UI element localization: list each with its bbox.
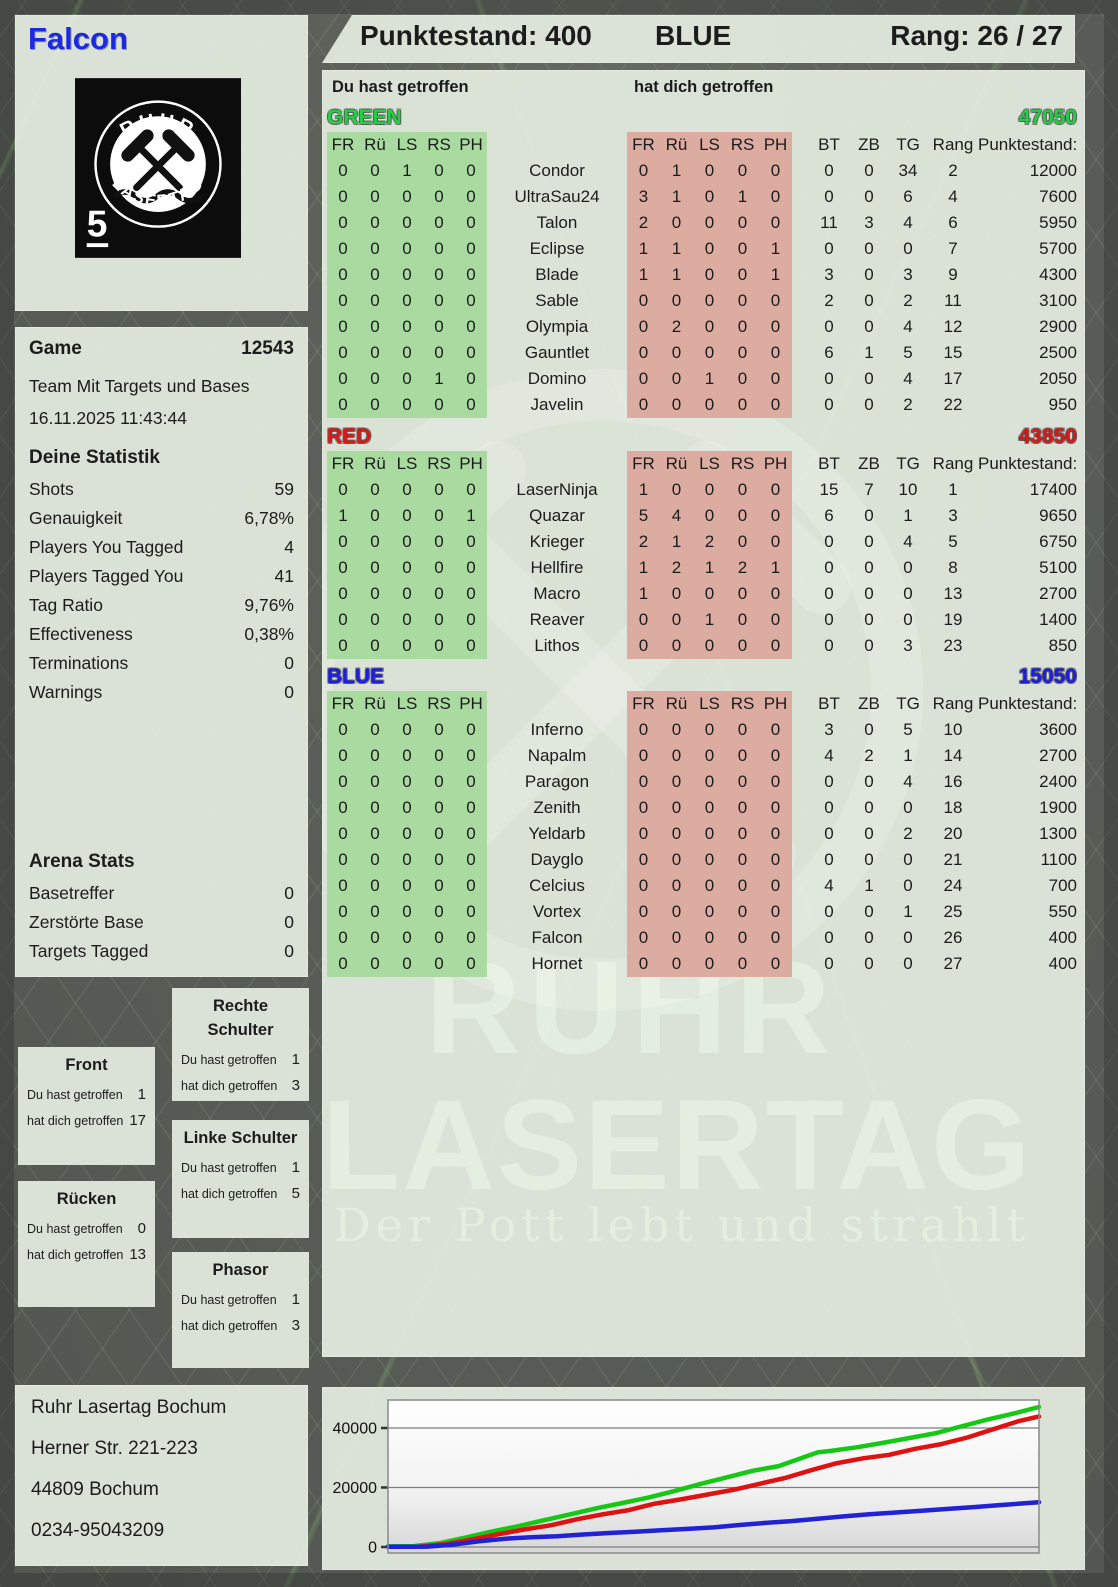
table-header-row: FR Rü LS RS PH FR Rü LS RS PH BT ZB TG Rang Punktestan… <box>327 451 1085 477</box>
address-line: 0234-95043209 <box>31 1520 165 1541</box>
player-row: 0 0 0 0 0 Zenith 0 0 0 0 0 0 0 0 18 1900 <box>327 795 1085 821</box>
address-line: Herner Str. 221-223 <box>31 1438 198 1459</box>
stat-row: Terminations 0 <box>29 653 294 673</box>
player-row: 0 0 0 0 0 Dayglo 0 0 0 0 0 0 0 0 21 1100 <box>327 847 1085 873</box>
player-row: 0 0 0 0 0 Yeldarb 0 0 0 0 0 0 0 2 20 1300 <box>327 821 1085 847</box>
results-panel: RUHR LASERTAG Der Pott lebt und strahlt … <box>322 70 1085 1357</box>
player-row: 0 0 0 0 0 LaserNinja 1 0 0 0 0 15 7 10 1 17400 <box>327 477 1085 503</box>
watermark-text: LASERTAG <box>322 1074 1033 1217</box>
crossed-hammers-icon <box>133 143 183 191</box>
stat-row: Players Tagged You 41 <box>29 566 294 586</box>
player-name: Falcon <box>28 21 128 56</box>
chart-line-green <box>385 1404 1042 1549</box>
address-panel: Ruhr Lasertag Bochum Herner Str. 221-223… <box>15 1385 308 1566</box>
stat-row: Shots 59 <box>29 479 294 499</box>
team-section-red: RED 43850 FR Rü LS RS PH FR Rü LS RS PH BT ZB TG Rang Pu… <box>322 423 1085 659</box>
stat-row: Players You Tagged 4 <box>29 537 294 557</box>
player-row: 0 0 0 0 0 Lithos 0 0 0 0 0 0 0 3 23 850 <box>327 633 1085 659</box>
ruhr-lasertag-logo: RUHR LASERTAG 5 <box>75 78 241 258</box>
header-team: BLUE <box>655 20 732 51</box>
svg-text:40000: 40000 <box>333 1421 378 1438</box>
hitbox-back: Rücken Du hast getroffen 0 hat dich getro… <box>18 1181 155 1307</box>
player-row: 0 0 1 0 0 Condor 0 1 0 0 0 0 0 34 2 12000 <box>327 158 1085 184</box>
chart-line-blue <box>385 1499 1042 1549</box>
player-row: 0 0 0 0 0 Sable 0 0 0 0 0 2 0 2 11 3100 <box>327 288 1085 314</box>
team-section-green: GREEN 47050 FR Rü LS RS PH FR Rü LS RS PH BT ZB TG Rang… <box>322 104 1085 418</box>
score-chart: 0 20000 40000 <box>322 1387 1085 1570</box>
arena-row: Basetreffer 0 <box>29 883 294 903</box>
player-row: 0 0 0 0 0 Eclipse 1 1 0 0 1 0 0 0 7 5700 <box>327 236 1085 262</box>
stat-row: Tag Ratio 9,76% <box>29 595 294 615</box>
player-row: 0 0 0 0 0 Blade 1 1 0 0 1 3 0 3 9 4300 <box>327 262 1085 288</box>
player-panel: Falcon RUHR LASERTAG 5 <box>15 15 308 311</box>
hitbox-left-shoulder: Linke Schulter Du hast getroffen 1 hat di… <box>172 1120 309 1238</box>
game-mode: Team Mit Targets und Bases <box>29 376 250 396</box>
team-section-blue: BLUE 15050 FR Rü LS RS PH FR Rü LS RS PH BT ZB TG Rang P… <box>322 663 1085 977</box>
player-row: 0 0 0 0 0 Olympia 0 2 0 0 0 0 0 4 12 2900 <box>327 314 1085 340</box>
header-score: Punktestand: 400 <box>360 20 592 51</box>
arena-row: Targets Tagged 0 <box>29 941 294 961</box>
svg-text:0: 0 <box>368 1540 377 1557</box>
address-line: Ruhr Lasertag Bochum <box>31 1397 227 1418</box>
player-row: 0 0 0 0 0 Macro 1 0 0 0 0 0 0 0 13 2700 <box>327 581 1085 607</box>
hitbox-front: Front Du hast getroffen 1 hat dich getrof… <box>18 1047 155 1165</box>
svg-text:20000: 20000 <box>333 1480 378 1497</box>
table-header-row: FR Rü LS RS PH FR Rü LS RS PH BT ZB TG Rang Punktestan… <box>327 691 1085 717</box>
player-row: 0 0 0 0 0 Talon 2 0 0 0 0 11 3 4 6 5950 <box>327 210 1085 236</box>
stat-row: Warnings 0 <box>29 682 294 702</box>
game-datetime: 16.11.2025 11:43:44 <box>29 408 187 428</box>
arena-row: Zerstörte Base 0 <box>29 912 294 932</box>
player-row: 0 0 0 0 0 Inferno 0 0 0 0 0 3 0 5 10 3600 <box>327 717 1085 743</box>
team-total-score: 47050 <box>1018 106 1077 129</box>
hitbox-phasor: Phasor Du hast getroffen 1 hat dich getro… <box>172 1252 309 1368</box>
player-row: 0 0 0 0 0 Celcius 0 0 0 0 0 4 1 0 24 700 <box>327 873 1085 899</box>
player-row: 0 0 0 0 0 Paragon 0 0 0 0 0 0 0 4 16 2400 <box>327 769 1085 795</box>
logo-badge-5: 5 <box>87 202 108 244</box>
you-hit-label: Du hast getroffen <box>332 78 469 96</box>
hitbox-right-shoulder: Rechte Schulter Du hast getroffen 1 hat d… <box>172 988 309 1101</box>
arena-title: Arena Stats <box>29 851 135 872</box>
chart-line-red <box>385 1414 1042 1549</box>
address-line: 44809 Bochum <box>31 1479 159 1500</box>
team-name: BLUE <box>327 665 385 688</box>
stat-row: Effectiveness 0,38% <box>29 624 294 644</box>
team-name: GREEN <box>327 106 402 129</box>
stats-title: Deine Statistik <box>29 447 160 468</box>
game-info-panel: Game 12543 Team Mit Targets und Bases 16… <box>15 327 308 977</box>
game-id: 12543 <box>241 338 294 359</box>
stat-row: Genauigkeit 6,78% <box>29 508 294 528</box>
team-name: RED <box>327 425 372 448</box>
score-header-bar: Punktestand: 400 BLUE Rang: 26 / 27 <box>322 15 1075 63</box>
player-row: 0 0 0 0 0 Javelin 0 0 0 0 0 0 0 2 22 950 <box>327 392 1085 418</box>
player-row: 0 0 0 1 0 Domino 0 0 1 0 0 0 0 4 17 2050 <box>327 366 1085 392</box>
player-row: 0 0 0 0 0 Napalm 0 0 0 0 0 4 2 1 14 2700 <box>327 743 1085 769</box>
player-row: 0 0 0 0 0 UltraSau24 3 1 0 1 0 0 0 6 4 7600 <box>327 184 1085 210</box>
player-row: 0 0 0 0 0 Krieger 2 1 2 0 0 0 0 4 5 6750 <box>327 529 1085 555</box>
player-row: 0 0 0 0 0 Hellfire 1 2 1 2 1 0 0 0 8 5100 <box>327 555 1085 581</box>
player-row: 0 0 0 0 0 Vortex 0 0 0 0 0 0 0 1 25 550 <box>327 899 1085 925</box>
table-header-row: FR Rü LS RS PH FR Rü LS RS PH BT ZB TG Rang Punktestan… <box>327 132 1085 158</box>
team-total-score: 43850 <box>1018 425 1077 448</box>
player-row: 1 0 0 0 1 Quazar 5 4 0 0 0 6 0 1 3 9650 <box>327 503 1085 529</box>
hit-you-label: hat dich getroffen <box>634 78 774 96</box>
player-row: 0 0 0 0 0 Gauntlet 0 0 0 0 0 6 1 5 15 2500 <box>327 340 1085 366</box>
team-total-score: 15050 <box>1018 665 1077 688</box>
header-rank: Rang: 26 / 27 <box>890 20 1063 51</box>
score-chart-panel: 0 20000 40000 <box>322 1387 1085 1570</box>
player-row: 0 0 0 0 0 Falcon 0 0 0 0 0 0 0 0 26 400 <box>327 925 1085 951</box>
player-row: 0 0 0 0 0 Hornet 0 0 0 0 0 0 0 0 27 400 <box>327 951 1085 977</box>
player-row: 0 0 0 0 0 Reaver 0 0 1 0 0 0 0 0 19 1400 <box>327 607 1085 633</box>
game-label: Game <box>29 338 82 359</box>
watermark-tagline: Der Pott lebt und strahlt <box>333 1198 1031 1252</box>
